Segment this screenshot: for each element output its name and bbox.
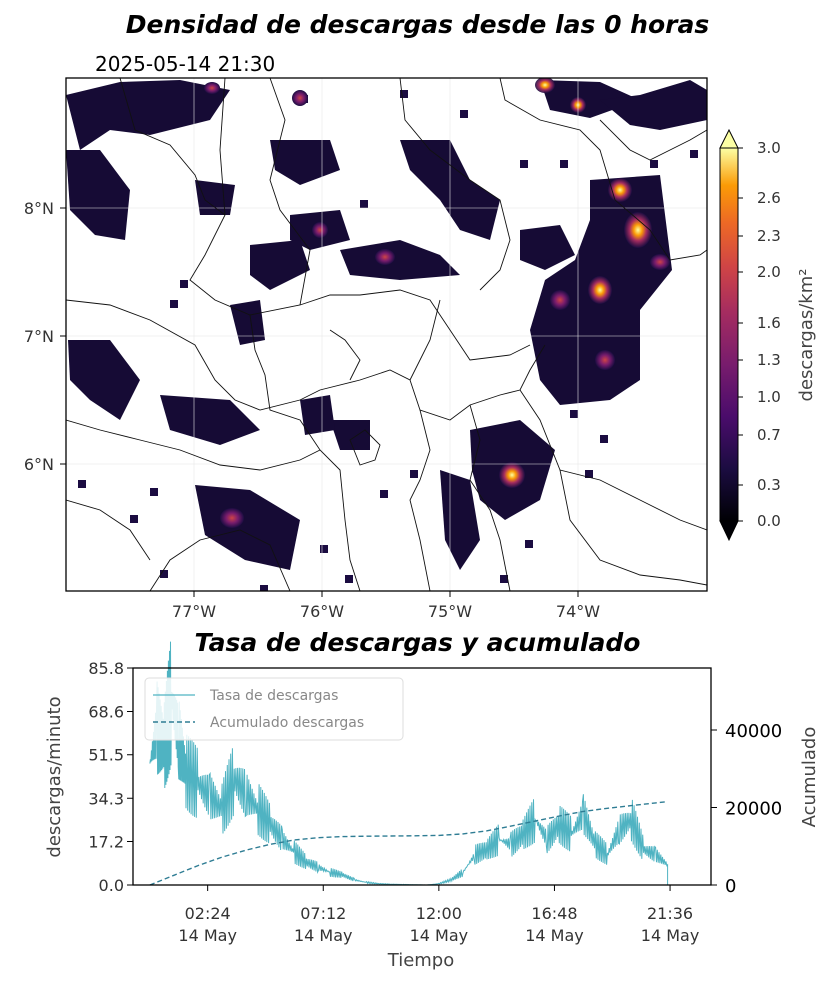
y-right-tick-label: 0 — [725, 876, 736, 897]
x-tick-date: 14 May — [178, 926, 237, 945]
map-xtick-label: 75°W — [428, 602, 472, 621]
map-ytick-label: 8°N — [24, 199, 54, 218]
legend-label: Tasa de descargas — [209, 688, 338, 704]
map-title: Densidad de descargas desde las 0 horas — [125, 10, 710, 39]
y-axis-label: descargas/minuto — [44, 696, 65, 857]
chart-legend: Tasa de descargas Acumulado descargas — [144, 677, 404, 741]
colorbar-tick-label: 1.3 — [757, 351, 781, 369]
y-tick-label: 51.5 — [88, 746, 124, 765]
chart-title: Tasa de descargas y acumulado — [194, 628, 641, 657]
x-axis-label: Tiempo — [387, 950, 455, 971]
map-ytick-label: 7°N — [24, 327, 54, 346]
map-ytick-label: 6°N — [24, 455, 54, 474]
lightning-density-map: 77°W 76°W 75°W 74°W 8°N 7°N 6°N 3.0 2.6 2.… — [24, 77, 817, 621]
colorbar-tick-label: 2.3 — [757, 227, 781, 245]
y-right-tick-label: 40000 — [725, 721, 782, 742]
y-axis-right-label: Acumulado — [799, 727, 820, 828]
colorbar-label: descargas/km² — [796, 269, 817, 402]
colorbar-tick-label: 3.0 — [757, 139, 781, 157]
chart-frame — [132, 667, 712, 886]
colorbar-tick-label: 2.0 — [757, 263, 781, 281]
colorbar — [719, 128, 739, 542]
colorbar-tick-label: 0.3 — [757, 476, 781, 494]
map-timestamp: 2025-05-14 21:30 — [95, 52, 276, 76]
map-xtick-label: 74°W — [556, 602, 600, 621]
map-frame — [65, 77, 708, 592]
colorbar-tick-label: 1.6 — [757, 314, 781, 332]
x-tick-time: 12:00 — [416, 904, 462, 923]
x-tick-date: 14 May — [641, 926, 700, 945]
colorbar-tick-label: 0.7 — [757, 426, 781, 444]
border-lines — [66, 78, 707, 591]
density-field — [66, 78, 707, 591]
cumulative-series-line — [149, 801, 668, 886]
x-tick-date: 14 May — [410, 926, 469, 945]
map-xtick-label: 77°W — [172, 602, 216, 621]
x-tick-date: 14 May — [525, 926, 584, 945]
y-tick-label: 34.3 — [88, 789, 124, 808]
y-tick-label: 17.2 — [88, 832, 124, 851]
colorbar-tick-label: 1.0 — [757, 388, 781, 406]
colorbar-tick-label: 2.6 — [757, 189, 781, 207]
x-tick-time: 02:24 — [185, 904, 231, 923]
legend-label: Acumulado descargas — [210, 715, 364, 731]
x-tick-time: 07:12 — [300, 904, 346, 923]
x-tick-time: 21:36 — [647, 904, 693, 923]
x-tick-date: 14 May — [294, 926, 353, 945]
y-right-tick-label: 20000 — [725, 799, 782, 820]
map-xtick-label: 76°W — [300, 602, 344, 621]
x-tick-time: 16:48 — [531, 904, 577, 923]
colorbar-tick-label: 0.0 — [757, 512, 781, 530]
y-tick-label: 0.0 — [99, 876, 124, 895]
rate-series-line — [149, 641, 669, 886]
y-tick-label: 85.8 — [88, 659, 124, 678]
y-tick-label: 68.6 — [88, 703, 124, 722]
